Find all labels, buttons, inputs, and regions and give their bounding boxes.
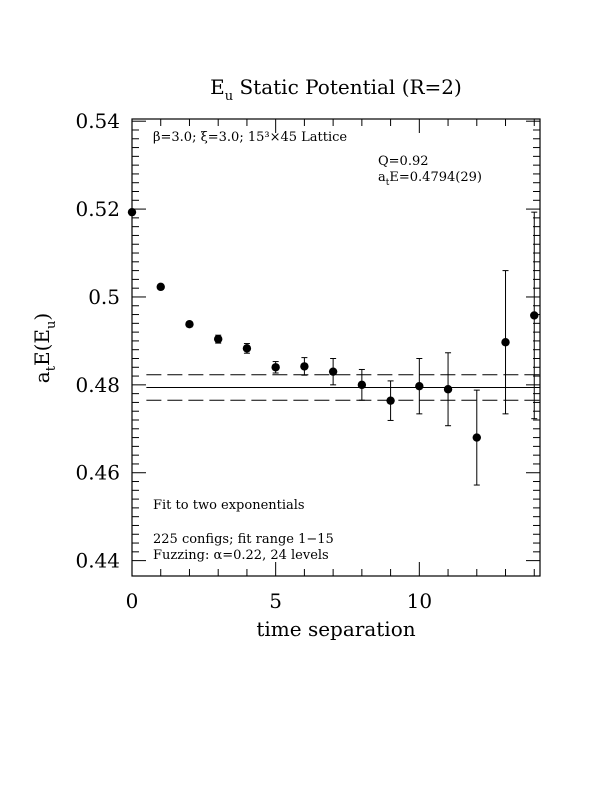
- data-point: [530, 311, 539, 320]
- data-points: [127, 207, 539, 442]
- data-point: [357, 380, 367, 390]
- y-tick-label: 0.54: [75, 109, 120, 133]
- data-point: [300, 362, 309, 371]
- y-axis-label: atE(Eu): [30, 313, 59, 383]
- configs-annotation: 225 configs; fit range 1−15: [153, 532, 334, 547]
- y-tick-label: 0.52: [75, 197, 120, 221]
- data-point: [127, 207, 137, 217]
- fuzzing-annotation: Fuzzing: α=0.22, 24 levels: [153, 548, 329, 563]
- y-tick-label: 0.46: [75, 461, 120, 485]
- axis-ticks: [131, 119, 540, 576]
- x-axis-label: time separation: [256, 617, 415, 641]
- y-tick-label: 0.5: [88, 285, 120, 309]
- y-tick-label: 0.44: [75, 549, 120, 573]
- data-point: [472, 433, 481, 442]
- data-point: [328, 367, 338, 376]
- data-point: [156, 282, 165, 292]
- lattice-annotation: β=3.0; ξ=3.0; 15³×45 Lattice: [153, 130, 347, 145]
- data-point: [271, 363, 280, 372]
- data-point: [213, 334, 223, 344]
- data-point: [242, 344, 252, 353]
- x-tick-label: 5: [269, 589, 282, 613]
- method-annotation: Fit to two exponentials: [153, 498, 305, 513]
- chart-title: Eu Static Potential (R=2): [210, 75, 462, 104]
- plot-frame: [131, 118, 541, 577]
- data-point: [501, 338, 510, 347]
- x-tick-label: 10: [407, 589, 432, 613]
- x-tick-label: 0: [126, 589, 139, 613]
- q-annotation: Q=0.92: [378, 154, 429, 169]
- data-point: [386, 396, 395, 405]
- tick-labels: 0.44 0.46 0.48 0.5 0.52 0.54 0 5 10: [75, 109, 432, 613]
- data-point: [415, 381, 424, 391]
- energy-annotation: atE=0.4794(29): [378, 170, 482, 188]
- data-point: [443, 385, 453, 394]
- y-tick-label: 0.48: [75, 373, 120, 397]
- data-point: [185, 320, 194, 329]
- fit-band: [146, 374, 540, 401]
- error-bars: [129, 210, 538, 486]
